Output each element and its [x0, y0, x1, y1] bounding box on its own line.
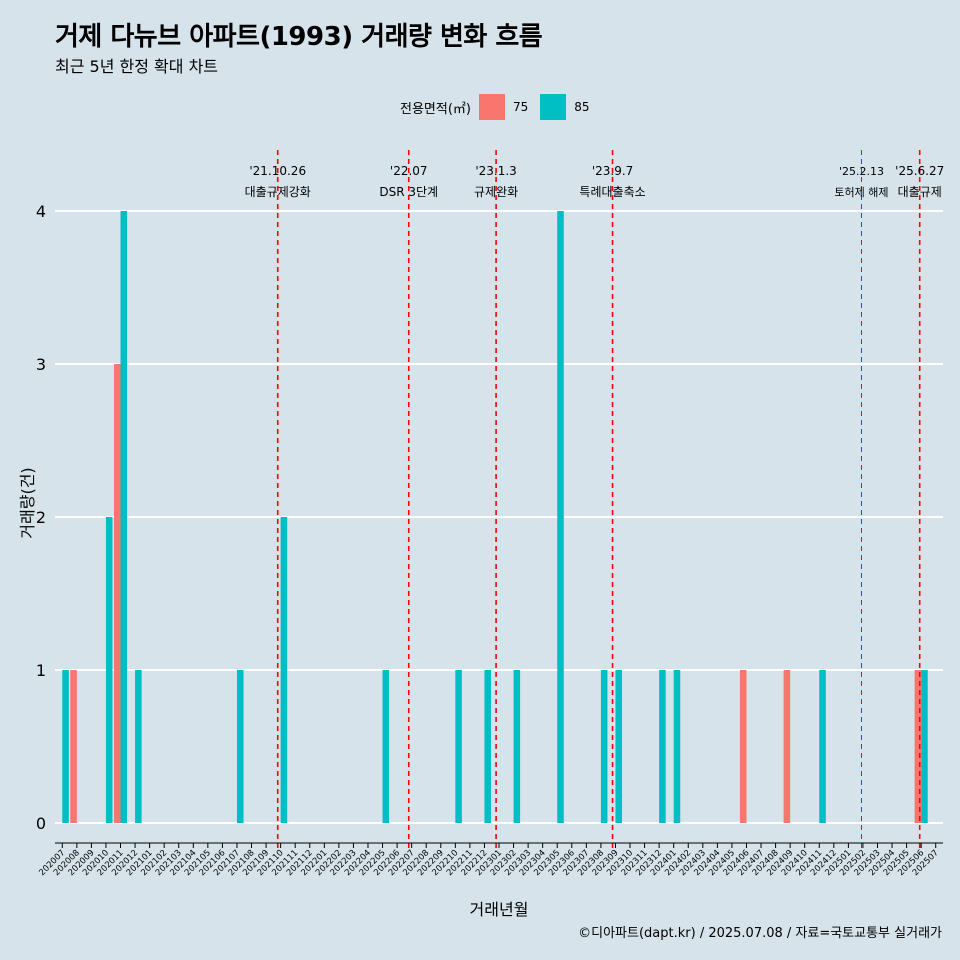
event-name-label: 대출규제강화 [245, 185, 311, 199]
legend: 전용면적(㎡) 75 85 [400, 93, 602, 121]
bar-75 [739, 670, 747, 823]
bar-85 [280, 517, 288, 823]
bar-75 [113, 364, 121, 823]
event-name-label: 대출규제 [898, 185, 942, 199]
chart-subtitle: 최근 5년 한정 확대 차트 [55, 57, 219, 76]
y-tick-label: 2 [36, 508, 46, 527]
chart-title: 거제 다뉴브 아파트(1993) 거래량 변화 흐름 [55, 22, 543, 52]
event-name-label: 특례대출축소 [579, 185, 645, 199]
bar-85 [557, 211, 564, 823]
legend-label-75: 75 [512, 100, 529, 114]
bar-85 [455, 670, 462, 823]
y-axis-title: 거래량(건) [18, 467, 37, 538]
bar-85 [659, 670, 666, 823]
bar-85 [135, 670, 142, 823]
event-date-label: '23.1.3 [475, 164, 516, 178]
bar-85 [600, 670, 608, 823]
legend-swatch-75 [478, 94, 505, 120]
event-date-label: '22.07 [390, 164, 428, 178]
bar-85 [921, 670, 928, 823]
y-tick-label: 4 [36, 202, 46, 221]
bar-85 [513, 670, 521, 823]
y-tick-label: 3 [36, 355, 46, 374]
bar-85 [615, 670, 623, 823]
bar-85 [236, 670, 244, 823]
y-tick-label: 1 [36, 661, 46, 680]
bar-75 [70, 670, 77, 823]
event-date-label: '25.2.13 [839, 165, 884, 178]
bar-85 [484, 670, 491, 823]
bar-85 [382, 670, 390, 823]
bar-85 [673, 670, 681, 823]
event-date-label: '23.9.7 [592, 164, 633, 178]
legend-item-85: 85 [540, 94, 590, 120]
bar-85 [120, 211, 128, 823]
x-axis-title: 거래년월 [470, 900, 529, 919]
bar-85 [819, 670, 826, 823]
bar-85 [105, 517, 113, 823]
bar-75 [783, 670, 791, 823]
legend-item-75: 75 [478, 94, 529, 120]
legend-title: 전용면적(㎡) [400, 101, 471, 117]
bar-85 [62, 670, 69, 823]
event-name-label: 토허제 해제 [834, 185, 888, 199]
event-name-label: 규제완화 [474, 185, 518, 199]
event-name-label: DSR 3단계 [379, 185, 438, 199]
bar-75 [914, 670, 922, 823]
source-caption: ©디아파트(dapt.kr) / 2025.07.08 / 자료=국토교통부 실… [578, 926, 942, 941]
legend-swatch-85 [540, 94, 567, 120]
event-date-label: '21.10.26 [249, 164, 306, 178]
legend-label-85: 85 [574, 100, 590, 114]
y-tick-label: 0 [36, 814, 46, 833]
event-date-label: '25.6.27 [895, 164, 944, 178]
